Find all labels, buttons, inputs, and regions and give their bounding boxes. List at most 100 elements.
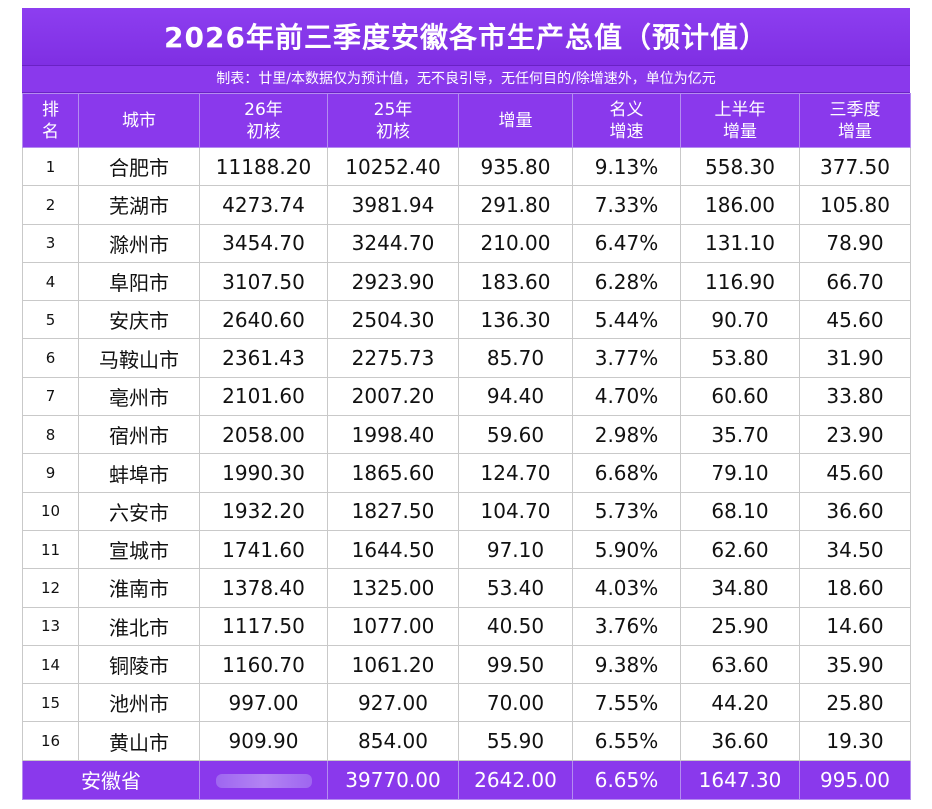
- cell-cur: 4273.74: [199, 185, 328, 225]
- cell-h1: 60.60: [680, 376, 800, 417]
- cell-q3: 18.60: [799, 568, 911, 608]
- cell-city: 黄山市: [78, 721, 200, 761]
- table-row: 10 六安市 1932.20 1827.50 104.70 5.73% 68.10 36.60: [22, 491, 911, 531]
- cell-q3: 34.50: [799, 529, 911, 570]
- cell-rank: 15: [22, 683, 79, 723]
- cell-city: 宿州市: [78, 415, 200, 455]
- cell-rate: 2.98%: [572, 415, 681, 455]
- cell-rate: 5.90%: [572, 529, 681, 570]
- cell-city: 滁州市: [78, 223, 200, 263]
- cell-prev: 1061.20: [327, 644, 459, 685]
- cell-city: 阜阳市: [78, 261, 200, 302]
- cell-city: 宣城市: [78, 529, 200, 570]
- cell-inc: 136.30: [458, 300, 573, 340]
- cell-rank: 9: [22, 453, 79, 493]
- cell-cur: 1378.40: [199, 568, 328, 608]
- total-cur-blurred: [199, 759, 328, 800]
- table-row: 16 黄山市 909.90 854.00 55.90 6.55% 36.60 19.30: [22, 721, 911, 761]
- cell-cur: 2640.60: [199, 300, 328, 340]
- header-q3: 三季度 增量: [799, 93, 911, 148]
- cell-rank: 10: [22, 491, 79, 531]
- cell-inc: 53.40: [458, 568, 573, 608]
- cell-rate: 5.73%: [572, 491, 681, 531]
- cell-rank: 2: [22, 185, 79, 225]
- cell-inc: 59.60: [458, 415, 573, 455]
- cell-inc: 935.80: [458, 146, 573, 187]
- cell-rank: 5: [22, 300, 79, 340]
- cell-h1: 116.90: [680, 261, 800, 302]
- cell-prev: 1865.60: [327, 453, 459, 493]
- cell-prev: 1325.00: [327, 568, 459, 608]
- cell-prev: 927.00: [327, 683, 459, 723]
- table-row: 9 蚌埠市 1990.30 1865.60 124.70 6.68% 79.10 45.60: [22, 453, 911, 493]
- table-row: 12 淮南市 1378.40 1325.00 53.40 4.03% 34.80 18.60: [22, 568, 911, 608]
- cell-rank: 16: [22, 721, 79, 761]
- cell-q3: 45.60: [799, 300, 911, 340]
- header-city: 城市: [78, 93, 200, 148]
- table-body: 1 合肥市 11188.20 10252.40 935.80 9.13% 558.30 377…: [22, 146, 911, 761]
- cell-city: 合肥市: [78, 146, 200, 187]
- table-row: 14 铜陵市 1160.70 1061.20 99.50 9.38% 63.60 35.90: [22, 644, 911, 685]
- note-bar: 制表：廿里/本数据仅为预计值，无不良引导，无任何目的/除增速外，单位为亿元: [22, 66, 910, 93]
- cell-q3: 377.50: [799, 146, 911, 187]
- cell-h1: 62.60: [680, 529, 800, 570]
- gdp-table: 排名 城市 26年 初核 25年 初核 增量 名义 增速 上半年 增量: [22, 93, 911, 800]
- cell-prev: 2007.20: [327, 376, 459, 417]
- cell-inc: 210.00: [458, 223, 573, 263]
- cell-rank: 14: [22, 644, 79, 685]
- cell-q3: 45.60: [799, 453, 911, 493]
- cell-city: 淮北市: [78, 606, 200, 646]
- cell-city: 亳州市: [78, 376, 200, 417]
- cell-q3: 14.60: [799, 606, 911, 646]
- table-row: 5 安庆市 2640.60 2504.30 136.30 5.44% 90.70 45.60: [22, 300, 911, 340]
- cell-h1: 36.60: [680, 721, 800, 761]
- cell-cur: 3107.50: [199, 261, 328, 302]
- cell-h1: 25.90: [680, 606, 800, 646]
- cell-cur: 11188.20: [199, 146, 328, 187]
- cell-cur: 909.90: [199, 721, 328, 761]
- cell-city: 蚌埠市: [78, 453, 200, 493]
- cell-prev: 1077.00: [327, 606, 459, 646]
- table-row: 13 淮北市 1117.50 1077.00 40.50 3.76% 25.90 14.60: [22, 606, 911, 646]
- cell-cur: 1117.50: [199, 606, 328, 646]
- table-row: 7 亳州市 2101.60 2007.20 94.40 4.70% 60.60 33.80: [22, 376, 911, 417]
- cell-cur: 1990.30: [199, 453, 328, 493]
- cell-cur: 1741.60: [199, 529, 328, 570]
- cell-prev: 1644.50: [327, 529, 459, 570]
- cell-rate: 3.77%: [572, 338, 681, 378]
- table-row: 3 滁州市 3454.70 3244.70 210.00 6.47% 131.10 78.90: [22, 223, 911, 263]
- page-title: 2026年前三季度安徽各市生产总值（预计值）: [164, 21, 768, 54]
- cell-prev: 3981.94: [327, 185, 459, 225]
- cell-inc: 70.00: [458, 683, 573, 723]
- cell-city: 芜湖市: [78, 185, 200, 225]
- cell-q3: 105.80: [799, 185, 911, 225]
- cell-q3: 25.80: [799, 683, 911, 723]
- cell-q3: 33.80: [799, 376, 911, 417]
- cell-rank: 7: [22, 376, 79, 417]
- cell-rank: 11: [22, 529, 79, 570]
- cell-rate: 9.13%: [572, 146, 681, 187]
- cell-cur: 1160.70: [199, 644, 328, 685]
- cell-prev: 854.00: [327, 721, 459, 761]
- header-row: 排名 城市 26年 初核 25年 初核 增量 名义 增速 上半年 增量: [22, 93, 911, 148]
- cell-q3: 19.30: [799, 721, 911, 761]
- cell-inc: 104.70: [458, 491, 573, 531]
- cell-h1: 186.00: [680, 185, 800, 225]
- cell-cur: 2058.00: [199, 415, 328, 455]
- cell-q3: 31.90: [799, 338, 911, 378]
- cell-prev: 2275.73: [327, 338, 459, 378]
- total-label: 安徽省: [22, 759, 200, 800]
- cell-rank: 13: [22, 606, 79, 646]
- cell-q3: 35.90: [799, 644, 911, 685]
- cell-prev: 1827.50: [327, 491, 459, 531]
- cell-cur: 1932.20: [199, 491, 328, 531]
- cell-inc: 291.80: [458, 185, 573, 225]
- header-h1: 上半年 增量: [680, 93, 800, 148]
- total-q3: 995.00: [799, 759, 911, 800]
- cell-q3: 78.90: [799, 223, 911, 263]
- cell-inc: 183.60: [458, 261, 573, 302]
- cell-rate: 7.33%: [572, 185, 681, 225]
- table-row: 11 宣城市 1741.60 1644.50 97.10 5.90% 62.60 34.50: [22, 529, 911, 570]
- cell-cur: 2101.60: [199, 376, 328, 417]
- total-inc: 2642.00: [458, 759, 573, 800]
